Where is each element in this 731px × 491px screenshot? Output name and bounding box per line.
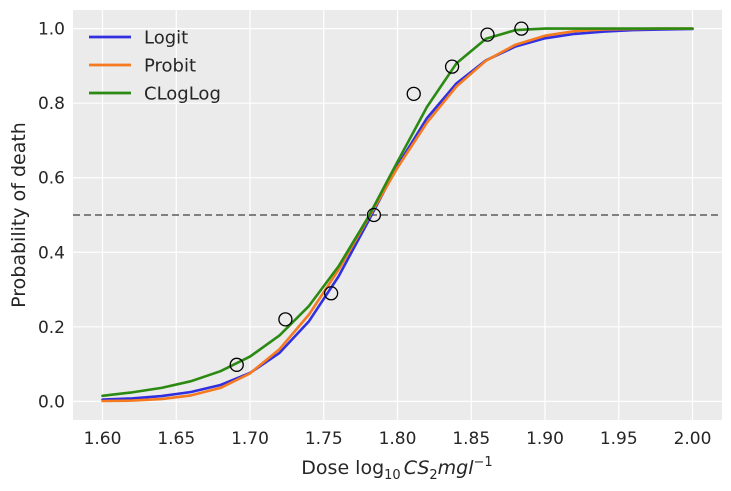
legend-label-logit: Logit: [144, 28, 188, 49]
observed-point: [444, 59, 460, 74]
x-axis-title-text: Dose log: [301, 457, 384, 479]
y-tick-label: 0.0: [38, 392, 65, 412]
series-line-probit: [101, 27, 694, 403]
x-axis-title-expression: CS: [404, 457, 430, 479]
x-tick-label: 1.85: [452, 429, 490, 449]
y-tick-label: 0.8: [38, 94, 65, 114]
y-tick-label: 0.4: [38, 243, 65, 263]
x-axis-title-subscript: 10: [384, 468, 401, 483]
x-tick-label: 1.70: [231, 429, 269, 449]
legend-label-probit: Probit: [144, 56, 196, 77]
x-tick-label: 1.90: [526, 429, 564, 449]
legend-label-cloglog: CLogLog: [144, 84, 221, 105]
x-tick-label: 1.75: [305, 429, 343, 449]
y-axis-title: Probability of death: [8, 122, 30, 308]
x-axis-title-unit: mgl: [438, 457, 475, 479]
x-tick-label: 1.65: [157, 429, 195, 449]
observed-point: [229, 357, 244, 372]
y-tick-label: 0.6: [38, 169, 65, 189]
x-tick-labels: 1.60 1.65 1.70 1.75 1.80 1.85 1.90 1.95 2.00: [84, 429, 712, 449]
x-axis-title-expression-subscript: 2: [429, 468, 437, 483]
gridlines: [73, 10, 722, 420]
x-tick-label: 1.80: [379, 429, 417, 449]
legend: Logit Probit CLogLog: [89, 28, 221, 105]
x-tick-label: 1.60: [84, 429, 122, 449]
observed-point: [366, 207, 382, 223]
observed-point: [480, 27, 495, 42]
y-tick-labels: 0.0 0.2 0.4 0.6 0.8 1.0: [38, 20, 65, 413]
observed-point: [406, 86, 421, 102]
x-axis-title-superscript: −1: [474, 455, 493, 470]
y-tick-label: 0.2: [38, 318, 65, 338]
observed-point: [514, 21, 529, 36]
x-tick-label: 2.00: [674, 429, 712, 449]
y-tick-label: 1.0: [38, 20, 65, 40]
observed-point: [278, 312, 293, 327]
series-lines: [101, 27, 694, 403]
series-line-cloglog: [101, 27, 694, 398]
observed-point: [323, 286, 339, 301]
x-tick-label: 1.95: [600, 429, 638, 449]
observed-points: [229, 21, 529, 372]
x-axis-title: Dose log10 CS2mgl−1: [301, 455, 492, 483]
